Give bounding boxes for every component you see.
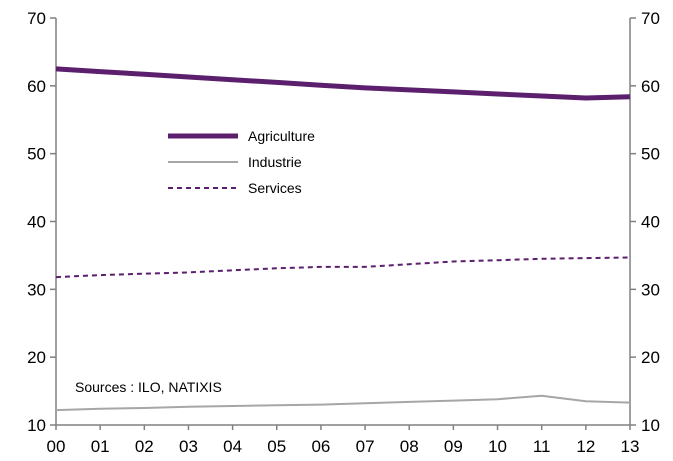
left-y-tick-label: 40 [27, 213, 46, 232]
source-annotation: Sources : ILO, NATIXIS [75, 379, 222, 395]
left-y-tick-label: 70 [27, 9, 46, 28]
right-y-tick-label: 40 [641, 213, 660, 232]
x-tick-label: 13 [621, 437, 640, 456]
right-y-tick-label: 20 [641, 348, 660, 367]
x-tick-label: 05 [267, 437, 286, 456]
left-y-tick-label: 10 [27, 416, 46, 435]
legend-label-services: Services [248, 180, 302, 196]
axes: 10 10 20 20 30 30 40 40 50 50 60 60 70 70 00 01 02 03 04 05… [27, 9, 660, 456]
x-tick-label: 04 [223, 437, 242, 456]
x-tick-label: 02 [135, 437, 154, 456]
x-tick-label: 01 [91, 437, 110, 456]
left-y-tick-label: 50 [27, 145, 46, 164]
series-layer [55, 66, 631, 412]
x-tick-label: 00 [47, 437, 66, 456]
right-y-tick-label: 10 [641, 416, 660, 435]
x-tick-label: 07 [356, 437, 375, 456]
left-y-tick-label: 20 [27, 348, 46, 367]
x-tick-label: 09 [444, 437, 463, 456]
x-tick-label: 03 [179, 437, 198, 456]
legend-label-agriculture: Agriculture [248, 128, 315, 144]
right-y-tick-label: 30 [641, 280, 660, 299]
right-y-tick-label: 70 [641, 9, 660, 28]
x-tick-label: 08 [400, 437, 419, 456]
left-y-tick-label: 30 [27, 280, 46, 299]
x-tick-label: 06 [311, 437, 330, 456]
x-tick-label: 12 [576, 437, 595, 456]
left-y-tick-label: 60 [27, 77, 46, 96]
legend-label-industrie: Industrie [248, 154, 302, 170]
x-tick-label: 11 [533, 437, 551, 456]
series-line-agriculture [55, 66, 631, 101]
right-y-tick-label: 50 [641, 145, 660, 164]
x-tick-label: 10 [488, 437, 507, 456]
legend: Agriculture Industrie Services [168, 128, 315, 196]
right-y-tick-label: 60 [641, 77, 660, 96]
series-line-services [55, 256, 631, 279]
series-line-industrie [55, 394, 631, 412]
